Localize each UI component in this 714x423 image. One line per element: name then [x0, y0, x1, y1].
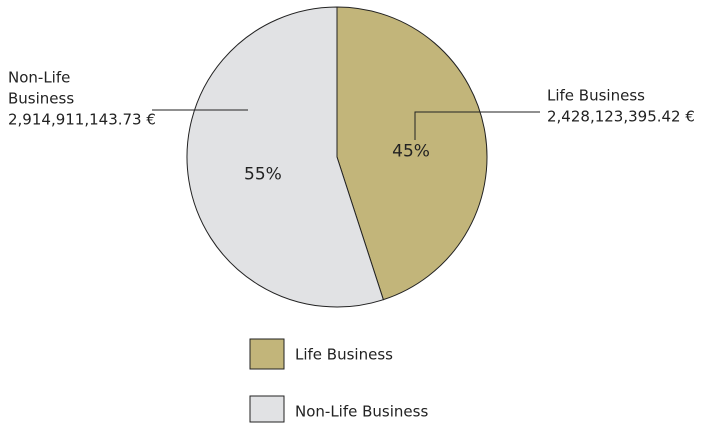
value-label: 55%: [244, 165, 282, 185]
legend-label: Life Business: [295, 346, 393, 364]
legend-swatch: [249, 395, 285, 423]
callout-label: 2,428,123,395.42 €: [547, 108, 695, 126]
callout-label: Business: [8, 90, 74, 108]
legend-label: Non-Life Business: [295, 403, 428, 421]
callout-line: [414, 111, 540, 140]
callout-label: Non-Life: [8, 69, 70, 87]
pie-slice: [336, 6, 488, 301]
callout-label: 2,914,911,143.73 €: [8, 111, 156, 129]
value-label: 45%: [392, 141, 430, 161]
legend-swatch: [249, 338, 285, 370]
pie-slice: [186, 6, 384, 308]
callout-label: Life Business: [547, 87, 645, 105]
